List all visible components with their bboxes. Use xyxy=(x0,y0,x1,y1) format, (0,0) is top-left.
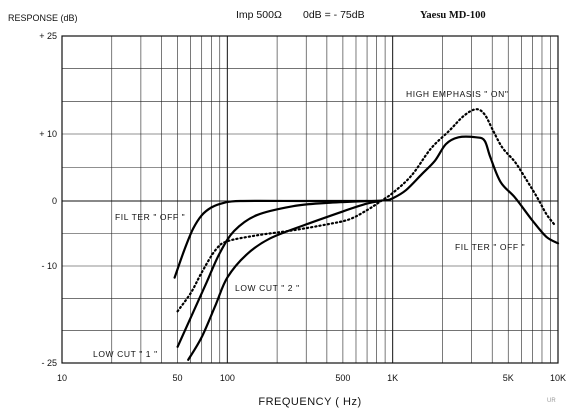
label-filter-off-left: FIL TER " OFF " xyxy=(115,212,185,222)
reference-label: 0dB = - 75dB xyxy=(303,9,365,21)
y-tick-label: - 25 xyxy=(41,358,57,368)
label-low-cut-1: LOW CUT " 1 " xyxy=(93,349,158,359)
label-low-cut-2: LOW CUT " 2 " xyxy=(235,283,300,293)
series-line-low-cut-2 xyxy=(187,199,383,361)
x-tick-label: 5K xyxy=(503,373,514,383)
y-tick-label: + 25 xyxy=(39,31,57,41)
plot-frame xyxy=(61,35,559,364)
impedance-label: Imp 500Ω xyxy=(236,9,282,21)
series-line-filter-off xyxy=(173,135,560,279)
x-tick-label: 10 xyxy=(57,373,67,383)
series-line-high-emphasis-on xyxy=(176,108,556,313)
y-tick-label: 0 xyxy=(52,196,57,206)
x-tick-label: 10K xyxy=(550,373,566,383)
label-filter-off-right: FIL TER " OFF " xyxy=(455,242,525,252)
grid xyxy=(62,36,558,363)
series-group xyxy=(173,108,560,361)
label-high-emphasis: HIGH EMPHASIS " ON" xyxy=(406,89,508,99)
model-label: Yaesu MD-100 xyxy=(420,10,486,21)
y-tick-label: - 10 xyxy=(41,261,57,271)
x-axis-title: FREQUENCY ( Hz) xyxy=(258,396,361,408)
watermark: UR xyxy=(547,398,556,404)
y-tick-label: + 10 xyxy=(39,129,57,139)
x-tick-label: 100 xyxy=(220,373,235,383)
x-tick-label: 50 xyxy=(173,373,183,383)
series-line-low-cut-1 xyxy=(176,199,369,348)
x-tick-label: 500 xyxy=(335,373,350,383)
x-tick-label: 1K xyxy=(387,373,398,383)
y-unit-label: RESPONSE (dB) xyxy=(8,13,78,23)
